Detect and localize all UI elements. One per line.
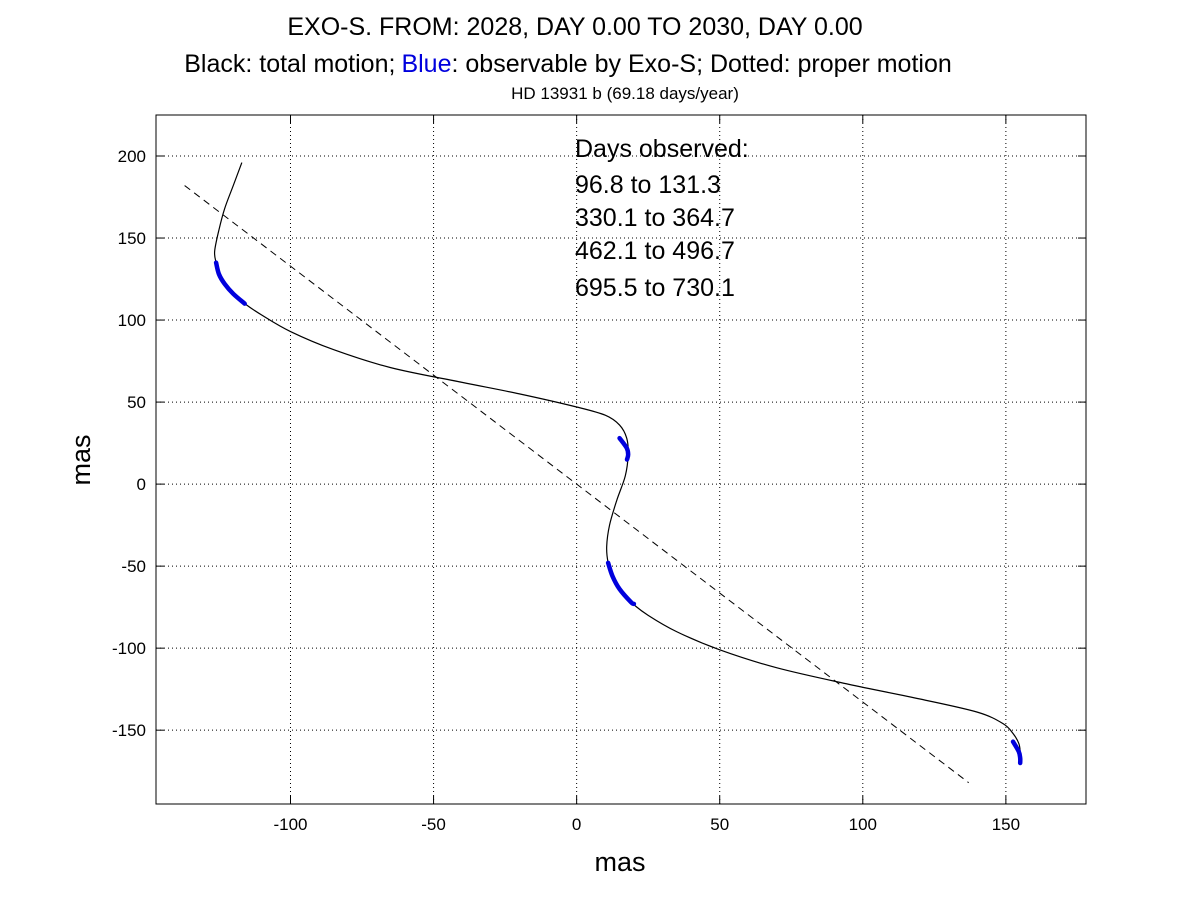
legend-rest-text: : observable by Exo-S; Dotted: proper mo… — [452, 50, 952, 78]
y-tick-label: 200 — [118, 147, 146, 166]
observable-segment — [1010, 739, 1023, 766]
x-tick-label: -50 — [421, 815, 446, 834]
legend-blue-text: Blue — [401, 50, 451, 78]
grid — [156, 115, 1086, 804]
annotation-line-4: 695.5 to 730.1 — [575, 274, 735, 302]
annotation-line-3: 462.1 to 496.7 — [575, 237, 735, 265]
x-axis-label: mas — [594, 847, 645, 877]
chart-title: EXO-S. FROM: 2028, DAY 0.00 TO 2030, DAY… — [287, 13, 862, 41]
annotation-line-1: 96.8 to 131.3 — [575, 171, 721, 199]
annotation-line-2: 330.1 to 364.7 — [575, 204, 735, 232]
y-tick-label: 100 — [118, 311, 146, 330]
y-tick-label: 0 — [137, 475, 146, 494]
legend-total-text: Black: total motion; — [184, 50, 395, 78]
observable-layer — [213, 260, 1023, 766]
observable-segment — [605, 560, 637, 607]
annotation-heading: Days observed: — [575, 135, 749, 163]
y-tick-label: -100 — [112, 639, 146, 658]
chart-subtitle: Black: total motion; Blue: observable by … — [184, 50, 952, 78]
x-tick-label: -100 — [273, 815, 307, 834]
proper-motion-layer — [184, 185, 969, 784]
ticks: -100 -50 0 50 100 150 -150 -100 -50 0 50 100 150 200 — [112, 115, 1086, 834]
y-tick-label: 150 — [118, 229, 146, 248]
x-tick-label: 100 — [849, 815, 877, 834]
y-tick-label: -150 — [112, 721, 146, 740]
observable-segment — [617, 435, 631, 462]
x-tick-label: 150 — [992, 815, 1020, 834]
x-tick-label: 50 — [710, 815, 729, 834]
chart-sub-subtitle: HD 13931 b (69.18 days/year) — [511, 84, 739, 103]
y-tick-label: -50 — [121, 557, 146, 576]
observable-segment — [213, 260, 247, 306]
plot-frame — [155, 114, 1087, 805]
y-tick-label: 50 — [127, 393, 146, 412]
proper-motion-line — [184, 185, 969, 784]
y-axis-label: mas — [66, 434, 96, 485]
x-tick-label: 0 — [572, 815, 581, 834]
